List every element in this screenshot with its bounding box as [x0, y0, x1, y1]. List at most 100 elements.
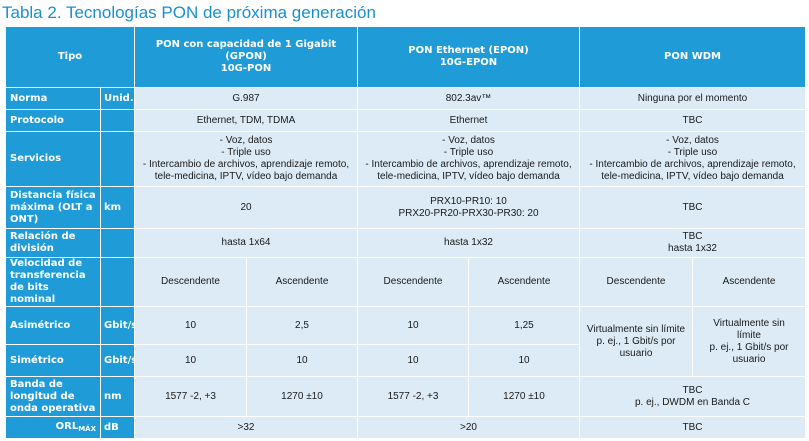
distancia-epon-line1: PRX10-PR10: 10 — [430, 195, 507, 207]
cell-velocidad-gpon-up: Ascendente — [246, 257, 358, 307]
cell-velocidad-epon-up: Ascendente — [468, 257, 580, 307]
cell-asimetrico-epon-down: 10 — [357, 306, 469, 345]
servicios-line: - Voz, datos — [219, 135, 273, 146]
row-label-norma: Norma — [5, 87, 101, 110]
cell-norma-epon: 802.3av™ — [357, 87, 580, 110]
relacion-wdm-line1: TBC — [682, 231, 703, 242]
row-label-simetrico: Simétrico — [5, 344, 101, 377]
row-label-banda: Banda de longitud de onda operativa — [5, 376, 101, 417]
cell-servicios-gpon: - Voz, datos - Triple uso - Intercambio … — [134, 131, 358, 187]
orl-label-main: ORL — [55, 420, 79, 432]
distancia-epon-line2: PRX20-PR20-PRX30-PR30: 20 — [398, 207, 539, 219]
wdm-speed-up-line: Virtualmente sin — [713, 317, 785, 329]
unit-protocolo — [100, 109, 135, 132]
cell-simetrico-epon-up: 10 — [468, 344, 580, 377]
cell-relacion-gpon: hasta 1x64 — [134, 228, 358, 258]
wdm-speed-down-line: Virtualmente sin límite — [586, 323, 686, 335]
servicios-line: - Voz, datos — [442, 135, 495, 146]
relacion-wdm-line2: hasta 1x32 — [668, 243, 717, 254]
unit-distancia: km — [100, 186, 135, 229]
cell-simetrico-gpon-up: 10 — [246, 344, 358, 377]
servicios-line: - Triple uso — [667, 147, 718, 158]
unit-velocidad — [100, 257, 135, 307]
table-row: Protocolo Ethernet, TDM, TDMA Ethernet T… — [5, 109, 806, 132]
cell-protocolo-wdm: TBC — [579, 109, 806, 132]
servicios-line: - Intercambio de archivos, aprendizaje r… — [589, 159, 796, 170]
cell-banda-epon-down: 1577 -2, +3 — [357, 376, 469, 417]
row-label-protocolo: Protocolo — [5, 109, 101, 132]
cell-distancia-gpon: 20 — [134, 186, 358, 229]
table-row: Relación de división hasta 1x64 hasta 1x… — [5, 228, 806, 258]
banda-wdm-line2: p. ej., DWDM en Banda C — [634, 396, 751, 408]
wdm-speed-up-line: p. ej., 1 Gbit/s por — [709, 341, 789, 353]
header-gpon-line2: (GPON) — [225, 51, 267, 62]
servicios-line: - Voz, datos — [666, 135, 719, 146]
servicios-line: - Triple uso — [221, 147, 271, 158]
cell-banda-gpon-up: 1270 ±10 — [246, 376, 358, 417]
cell-asimetrico-gpon-up: 2,5 — [246, 306, 358, 345]
header-epon-line1: PON Ethernet (EPON) — [408, 45, 529, 56]
cell-velocidad-epon-down: Descendente — [357, 257, 469, 307]
table-row: Asimétrico Gbit/s 10 2,5 10 1,25 Virtual… — [5, 306, 806, 377]
row-label-distancia: Distancia física máxima (OLT a ONT) — [5, 186, 101, 229]
cell-banda-gpon-down: 1577 -2, +3 — [134, 376, 247, 417]
row-label-asimetrico: Asimétrico — [5, 306, 101, 345]
table-row: Banda de longitud de onda operativa nm 1… — [5, 376, 806, 417]
cell-velocidad-wdm-up: Ascendente — [692, 257, 806, 307]
cell-wdm-speed-down: Virtualmente sin límite p. ej., 1 Gbit/s… — [579, 306, 693, 377]
cell-simetrico-gpon-down: 10 — [134, 344, 247, 377]
table-row: Servicios - Voz, datos - Triple uso - In… — [5, 131, 806, 187]
unit-servicios — [100, 131, 135, 187]
unit-relacion — [100, 228, 135, 258]
table-row: Simétrico Gbit/s 10 10 10 10 — [5, 344, 806, 377]
cell-orl-epon: >20 — [357, 416, 580, 439]
cell-wdm-speed-up: Virtualmente sin límite p. ej., 1 Gbit/s… — [692, 306, 806, 377]
servicios-line: tele-medicina, IPTV, vídeo bajo demanda — [377, 171, 560, 182]
cell-servicios-wdm: - Voz, datos - Triple uso - Intercambio … — [579, 131, 806, 187]
cell-orl-gpon: >32 — [134, 416, 358, 439]
unit-banda: nm — [100, 376, 135, 417]
cell-asimetrico-epon-up: 1,25 — [468, 306, 580, 345]
row-label-relacion: Relación de división — [5, 228, 101, 258]
cell-protocolo-epon: Ethernet — [357, 109, 580, 132]
servicios-line: tele-medicina, IPTV, vídeo bajo demanda — [154, 171, 338, 182]
unit-orl: dB — [100, 416, 135, 439]
table-title: Tabla 2. Tecnologías PON de próxima gene… — [2, 3, 376, 22]
cell-velocidad-gpon-down: Descendente — [134, 257, 247, 307]
cell-orl-wdm: TBC — [579, 416, 806, 439]
table-row: Distancia física máxima (OLT a ONT) km 2… — [5, 186, 806, 229]
header-epon-line2: 10G-EPON — [439, 57, 498, 68]
row-label-velocidad: Velocidad de transferencia de bits nomin… — [5, 257, 101, 307]
cell-norma-gpon: G.987 — [134, 87, 358, 110]
cell-protocolo-gpon: Ethernet, TDM, TDMA — [134, 109, 358, 132]
header-tipo: Tipo — [5, 26, 135, 88]
table-row: Norma Unid. G.987 802.3av™ Ninguna por e… — [5, 87, 806, 110]
cell-distancia-wdm: TBC — [579, 186, 806, 229]
banda-wdm-line1: TBC — [682, 384, 703, 396]
cell-velocidad-wdm-down: Descendente — [579, 257, 693, 307]
header-row: Tipo PON con capacidad de 1 Gigabit (GPO… — [5, 26, 806, 88]
wdm-speed-down-line: usuario — [619, 347, 653, 359]
cell-simetrico-epon-down: 10 — [357, 344, 469, 377]
table-row: ORLMÁX dB >32 >20 TBC — [5, 416, 806, 439]
wdm-speed-down-line: p. ej., 1 Gbit/s por — [596, 335, 676, 347]
unit-simetrico: Gbit/s — [100, 344, 135, 377]
header-gpon-line1: PON con capacidad de 1 Gigabit — [155, 39, 337, 50]
unit-norma: Unid. — [100, 87, 135, 110]
cell-relacion-wdm: TBC hasta 1x32 — [579, 228, 806, 258]
servicios-line: tele-medicina, IPTV, vídeo bajo demanda — [601, 171, 784, 182]
unit-asimetrico: Gbit/s — [100, 306, 135, 345]
row-label-servicios: Servicios — [5, 131, 101, 187]
header-epon: PON Ethernet (EPON) 10G-EPON — [357, 26, 580, 88]
wdm-speed-up-line: límite — [737, 329, 761, 341]
orl-label-sub: MÁX — [78, 424, 96, 433]
cell-banda-wdm: TBC p. ej., DWDM en Banda C — [579, 376, 806, 417]
cell-distancia-epon: PRX10-PR10: 10 PRX20-PR20-PRX30-PR30: 20 — [357, 186, 580, 229]
servicios-line: - Intercambio de archivos, aprendizaje r… — [365, 159, 572, 170]
header-wdm: PON WDM — [579, 26, 806, 88]
row-label-orl: ORLMÁX — [5, 416, 101, 439]
cell-relacion-epon: hasta 1x32 — [357, 228, 580, 258]
cell-norma-wdm: Ninguna por el momento — [579, 87, 806, 110]
cell-banda-epon-up: 1270 ±10 — [468, 376, 580, 417]
wdm-speed-up-line: usuario — [732, 353, 766, 365]
